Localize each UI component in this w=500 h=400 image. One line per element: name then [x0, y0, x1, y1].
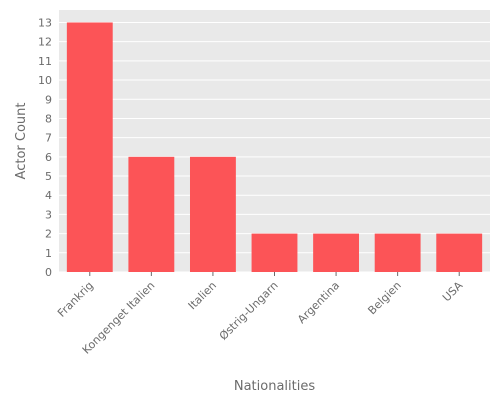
- y-tick-label: 0: [45, 266, 52, 279]
- y-tick-label: 11: [38, 55, 52, 68]
- x-tick-label: Østrig-Ungarn: [217, 279, 281, 343]
- y-tick-label: 2: [45, 228, 52, 241]
- y-tick-label: 5: [45, 170, 52, 183]
- bars: [66, 22, 483, 272]
- bar-2: [189, 156, 236, 272]
- y-tick-label: 12: [38, 36, 52, 49]
- x-axis-label: Nationalities: [234, 379, 315, 394]
- plot-area: [59, 10, 490, 272]
- x-tick-label: Belgien: [365, 279, 403, 317]
- x-tick-label: USA: [440, 279, 466, 305]
- bar-4: [313, 233, 360, 272]
- bar-1: [128, 156, 175, 272]
- y-tick-label: 7: [45, 132, 52, 145]
- x-tick-label: Italien: [186, 279, 219, 312]
- bar-5: [374, 233, 421, 272]
- y-tick-label: 1: [45, 247, 52, 260]
- y-tick-label: 3: [45, 208, 52, 221]
- y-tick-label: 9: [45, 93, 52, 106]
- y-tick-label: 6: [45, 151, 52, 164]
- x-tick-label: Argentina: [295, 279, 342, 326]
- bar-6: [436, 233, 483, 272]
- bar-0: [66, 22, 113, 272]
- bar-3: [251, 233, 298, 272]
- y-axis-label: Actor Count: [14, 103, 29, 180]
- y-tick-label: 10: [38, 74, 52, 87]
- y-tick-label: 4: [45, 189, 52, 202]
- y-tick-label: 13: [38, 16, 52, 29]
- x-tick-label: Frankrig: [55, 279, 96, 320]
- y-tick-label: 8: [45, 112, 52, 125]
